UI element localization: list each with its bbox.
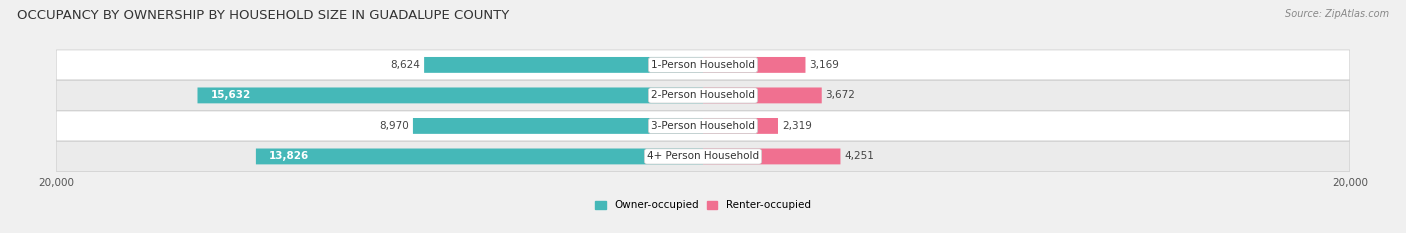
FancyBboxPatch shape — [56, 141, 1350, 171]
Text: Source: ZipAtlas.com: Source: ZipAtlas.com — [1285, 9, 1389, 19]
Text: 3,169: 3,169 — [810, 60, 839, 70]
Legend: Owner-occupied, Renter-occupied: Owner-occupied, Renter-occupied — [591, 196, 815, 214]
Text: 1-Person Household: 1-Person Household — [651, 60, 755, 70]
Text: 8,624: 8,624 — [391, 60, 420, 70]
Text: 2,319: 2,319 — [782, 121, 811, 131]
Text: 13,826: 13,826 — [269, 151, 309, 161]
Text: 8,970: 8,970 — [380, 121, 409, 131]
FancyBboxPatch shape — [413, 118, 703, 134]
Text: OCCUPANCY BY OWNERSHIP BY HOUSEHOLD SIZE IN GUADALUPE COUNTY: OCCUPANCY BY OWNERSHIP BY HOUSEHOLD SIZE… — [17, 9, 509, 22]
FancyBboxPatch shape — [56, 80, 1350, 110]
Text: 2-Person Household: 2-Person Household — [651, 90, 755, 100]
FancyBboxPatch shape — [425, 57, 703, 73]
Text: 3-Person Household: 3-Person Household — [651, 121, 755, 131]
Text: 4,251: 4,251 — [845, 151, 875, 161]
FancyBboxPatch shape — [256, 148, 703, 164]
FancyBboxPatch shape — [197, 87, 703, 103]
Text: 3,672: 3,672 — [825, 90, 855, 100]
FancyBboxPatch shape — [56, 111, 1350, 141]
FancyBboxPatch shape — [703, 87, 821, 103]
Text: 15,632: 15,632 — [211, 90, 250, 100]
FancyBboxPatch shape — [703, 148, 841, 164]
FancyBboxPatch shape — [56, 50, 1350, 80]
Text: 4+ Person Household: 4+ Person Household — [647, 151, 759, 161]
FancyBboxPatch shape — [703, 57, 806, 73]
FancyBboxPatch shape — [703, 118, 778, 134]
